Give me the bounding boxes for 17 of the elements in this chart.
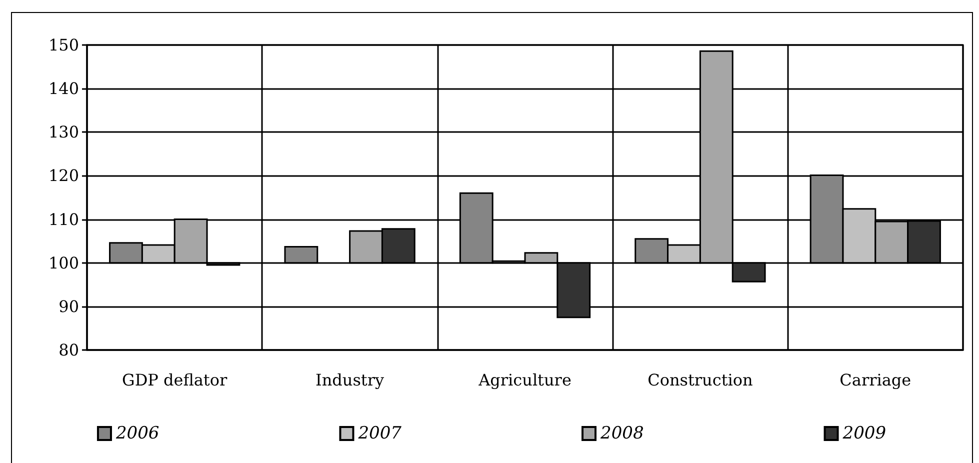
y-tick-label: 130 (48, 122, 79, 142)
x-tick-label: GDP deflator (122, 370, 228, 390)
x-tick-label: Industry (316, 370, 384, 390)
x-tick-label: Agriculture (478, 370, 572, 390)
x-tick-label: Carriage (840, 370, 912, 390)
legend-label: 2006 (114, 424, 160, 444)
y-tick-label: 110 (48, 210, 79, 229)
legend-label: 2009 (842, 424, 886, 444)
y-tick-label: 120 (48, 166, 79, 186)
x-tick-label: Construction (648, 370, 753, 390)
legend-label: 2008 (600, 424, 644, 444)
y-tick-label: 140 (48, 79, 79, 98)
y-tick-label: 150 (48, 36, 79, 54)
y-tick-label: 100 (48, 253, 79, 272)
y-tick-label: 80 (58, 340, 79, 360)
y-tick-label: 90 (58, 296, 79, 316)
legend-label: 2007 (357, 424, 402, 444)
